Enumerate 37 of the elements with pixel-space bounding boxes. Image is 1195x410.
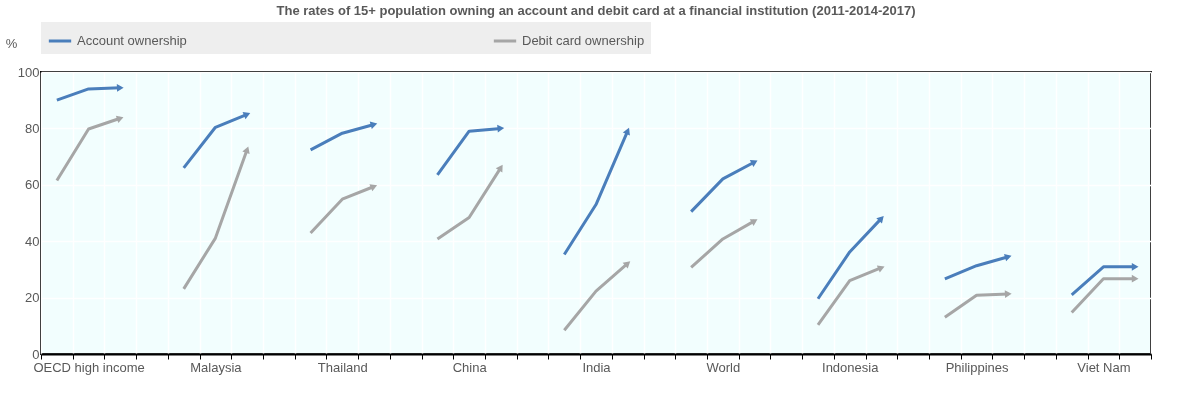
y-tick-label: 80 — [25, 120, 40, 136]
point — [622, 261, 631, 269]
y-tick-label: 40 — [25, 233, 40, 249]
point — [116, 84, 124, 92]
chart-title: The rates of 15+ population owning an account and debit card at a financial institution (2011-2014-2017) — [276, 3, 916, 18]
x-tick-label: India — [582, 359, 612, 375]
point — [876, 215, 884, 224]
point — [497, 124, 505, 133]
x-tick-label: World — [706, 359, 741, 375]
x-tick-label: Thailand — [317, 359, 368, 375]
point — [495, 164, 503, 173]
x-tick-label: Philippines — [945, 359, 1010, 375]
point — [749, 160, 758, 167]
y-tick-label: 0 — [32, 346, 40, 362]
point — [1131, 262, 1139, 271]
point — [622, 127, 630, 136]
y-axis-title: % — [5, 35, 18, 51]
x-tick-label: OECD high income — [33, 359, 145, 375]
y-tick-label: 100 — [17, 64, 40, 80]
legend-label: Debit card ownership — [522, 33, 645, 48]
point — [1004, 253, 1012, 262]
y-tick-label: 20 — [25, 290, 40, 306]
point — [115, 115, 124, 123]
point — [1004, 290, 1012, 298]
point — [876, 265, 885, 273]
point — [242, 111, 251, 120]
point — [749, 219, 758, 226]
x-tick-label: China — [452, 359, 488, 375]
y-tick-label: 60 — [25, 177, 40, 193]
point — [369, 121, 378, 130]
x-tick-label: Indonesia — [822, 359, 880, 375]
x-tick-label: Viet Nam — [1077, 359, 1131, 375]
point — [242, 146, 250, 155]
x-tick-label: Malaysia — [190, 359, 243, 375]
legend-label: Account ownership — [77, 33, 187, 48]
point — [369, 184, 378, 192]
point — [1131, 274, 1139, 283]
